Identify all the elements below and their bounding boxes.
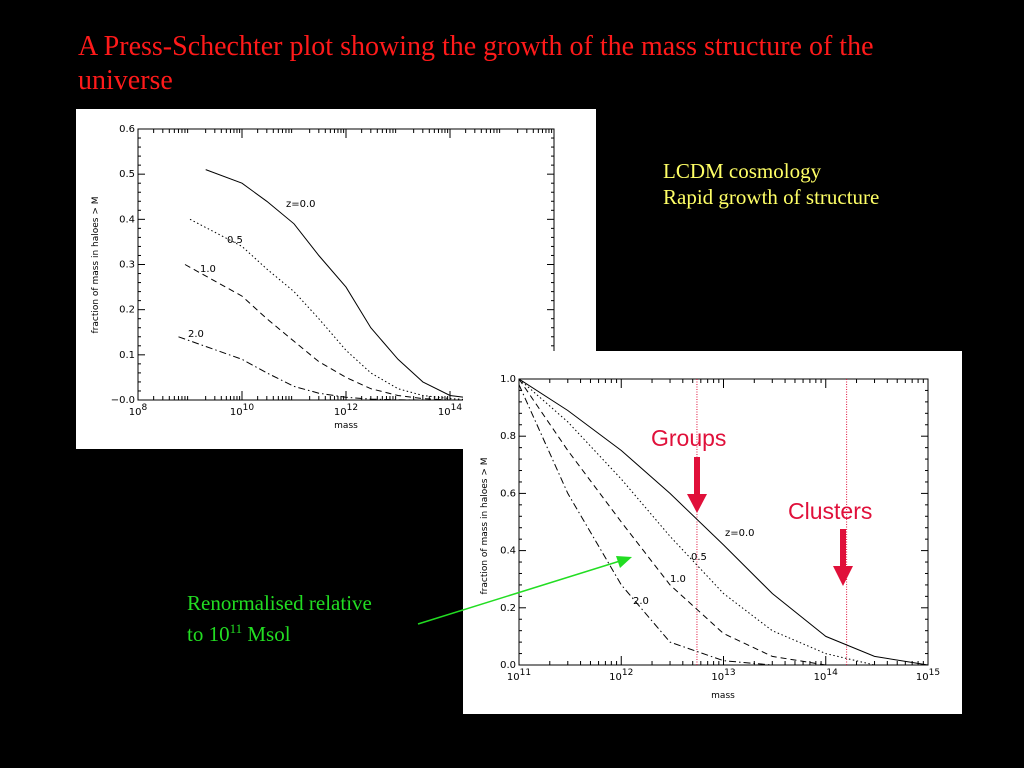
y-tick-label: 0.2 <box>119 305 135 316</box>
renormalised-annotation: Renormalised relative to 1011 Msol <box>187 591 372 647</box>
chart-panel-2: 1.0 0.8 0.6 0.4 0.2 0.0 1011 1012 1013 1014 1015 ma… <box>463 351 962 714</box>
series-line-0 <box>518 378 929 666</box>
series-line-1 <box>189 218 475 401</box>
y-tick-label: 0.5 <box>119 169 135 180</box>
series-line-3 <box>518 384 773 666</box>
x-tick-label: 1014 <box>814 668 838 683</box>
series-label-3: 2.0 <box>188 329 204 340</box>
x-axis-label: mass <box>334 421 358 431</box>
renorm-line-1: Renormalised relative <box>187 591 372 615</box>
x-tick-label: 1011 <box>507 668 531 683</box>
series-line-2 <box>184 264 451 401</box>
y-axis-label: fraction of mass in haloes > M <box>480 457 490 594</box>
groups-label: Groups <box>651 425 727 451</box>
x-tick-label: 1012 <box>609 668 633 683</box>
note-line-2: Rapid growth of structure <box>663 185 880 209</box>
x-tick-label: 108 <box>129 403 148 418</box>
x-axis-label: mass <box>711 691 735 701</box>
y-tick-label: 0.4 <box>119 214 135 225</box>
x-tick-label: 1010 <box>230 403 254 418</box>
series-label-2: 1.0 <box>670 574 686 585</box>
series-label-1: 0.5 <box>691 552 707 563</box>
y-tick-label: 0.3 <box>119 260 135 271</box>
x-tick-label: 1015 <box>916 668 940 683</box>
renorm-line-2: to 1011 Msol <box>187 616 372 647</box>
clusters-label: Clusters <box>788 498 873 524</box>
y-tick-label: 0.0 <box>500 660 516 671</box>
x-tick-label: 1013 <box>711 668 735 683</box>
chart-panel-1: 0.60.50.40.30.20.1−0.01081010101210141ma… <box>76 109 596 449</box>
y-tick-label: 0.1 <box>119 350 135 361</box>
slide-title: A Press-Schechter plot showing the growt… <box>78 31 874 96</box>
series-label-1: 0.5 <box>227 235 243 246</box>
y-tick-label: 0.6 <box>500 488 516 499</box>
y-tick-label: 0.8 <box>500 431 516 442</box>
series-label-2: 1.0 <box>200 264 216 275</box>
x-tick-label: 1012 <box>334 403 358 418</box>
cosmology-note: LCDM cosmology Rapid growth of structure <box>663 158 879 210</box>
y-tick-label: 0.2 <box>500 603 516 614</box>
x-tick-label: 1014 <box>438 403 462 418</box>
renorm-suffix: Msol <box>242 622 291 646</box>
y-tick-label: −0.0 <box>111 395 135 406</box>
y-tick-label: 0.4 <box>500 546 516 557</box>
series-line-3 <box>178 336 423 401</box>
y-axis-label: fraction of mass in haloes > M <box>91 196 101 333</box>
series-line-0 <box>205 169 503 401</box>
note-line-1: LCDM cosmology <box>663 159 822 183</box>
y-tick-label: 0.6 <box>119 124 135 135</box>
y-tick-label: 1.0 <box>500 374 516 385</box>
renorm-prefix: to 10 <box>187 622 230 646</box>
series-label-0: z=0.0 <box>725 528 755 539</box>
series-label-0: z=0.0 <box>286 199 316 210</box>
renorm-exponent: 11 <box>229 621 243 636</box>
series-label-3: 2.0 <box>633 596 649 607</box>
series-line-2 <box>518 378 826 666</box>
